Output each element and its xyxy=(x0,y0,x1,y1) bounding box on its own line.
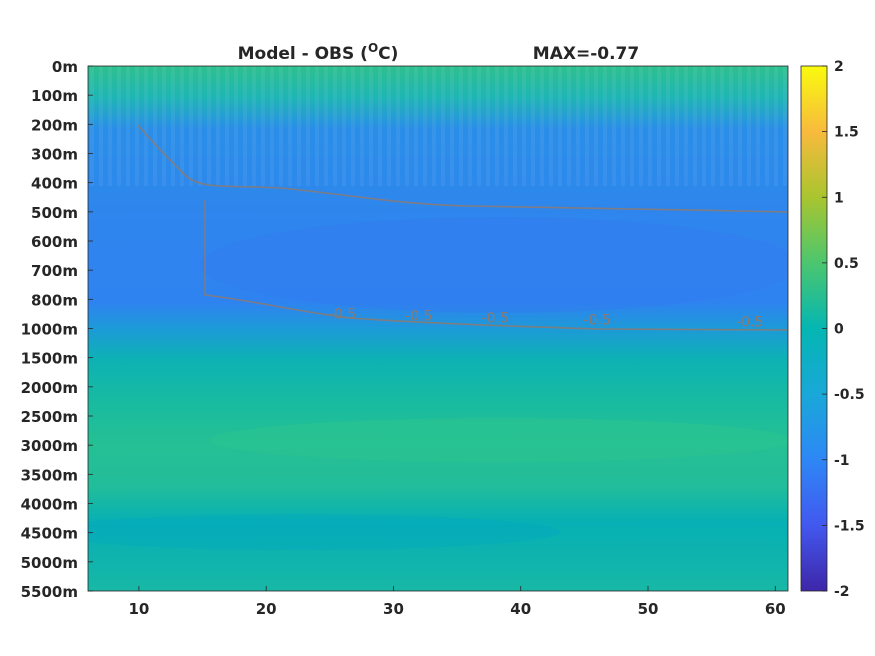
contour-label: -0.5 xyxy=(482,311,509,327)
contour-label: -0.5 xyxy=(405,309,432,325)
colorbar-ticks: 2 1.5 1 0.5 0 -0.5 -1 -1.5 -2 xyxy=(822,59,865,600)
contour-label: -0.5 xyxy=(736,315,763,331)
y-tick-label: 4000m xyxy=(21,496,78,514)
colorbar-tick-label: 0 xyxy=(834,322,844,338)
colorbar-tick-label: 1 xyxy=(834,190,844,206)
y-tick-label: 600m xyxy=(31,233,78,251)
x-tick-label: 10 xyxy=(128,600,149,618)
y-tick-label: 1000m xyxy=(21,321,78,339)
field-cool-patch xyxy=(88,514,560,550)
chart-title: Model - OBS (OC) xyxy=(238,41,399,64)
colorbar-tick-label: -1 xyxy=(834,453,850,469)
y-tick-label: 2500m xyxy=(21,408,78,426)
contour-label: -0.5 xyxy=(329,307,356,323)
y-tick-label: 5000m xyxy=(21,554,78,572)
contour-labels: -0.5 -0.5 -0.5 -0.5 -0.5 xyxy=(329,307,764,331)
y-tick-label: 100m xyxy=(31,87,78,105)
y-axis: 0m 100m 200m 300m 400m 500m 600m 700m 800m 1000m 1… xyxy=(21,58,93,601)
y-tick-label: 700m xyxy=(31,262,78,280)
x-tick-label: 30 xyxy=(383,600,404,618)
plot-area xyxy=(88,66,788,591)
y-tick-label: 2000m xyxy=(21,379,78,397)
y-tick-label: 200m xyxy=(31,116,78,134)
y-tick-label: 3500m xyxy=(21,466,78,484)
contour-line xyxy=(137,124,788,331)
x-tick-label: 40 xyxy=(510,600,531,618)
y-tick-label: 400m xyxy=(31,175,78,193)
y-tick-label: 5500m xyxy=(21,583,78,601)
colorbar-tick-label: -0.5 xyxy=(834,387,865,403)
y-tick-label: 4500m xyxy=(21,525,78,543)
contour-label: -0.5 xyxy=(583,313,610,329)
colorbar-tick-label: 2 xyxy=(834,59,844,75)
colorbar-tick-label: -1.5 xyxy=(834,518,865,534)
x-axis: 10 20 30 40 50 60 xyxy=(128,586,786,618)
colorbar-tick-label: 1.5 xyxy=(834,125,859,141)
field-core-patch xyxy=(200,217,788,313)
chart-subtitle: MAX=-0.77 xyxy=(533,44,639,64)
colorbar-tick-label: 0.5 xyxy=(834,256,859,272)
field-warm-patch xyxy=(210,418,788,462)
x-tick-label: 20 xyxy=(256,600,277,618)
x-tick-label: 50 xyxy=(638,600,659,618)
colorbar-tick-label: -2 xyxy=(834,584,850,600)
y-tick-label: 3000m xyxy=(21,437,78,455)
x-tick-label: 60 xyxy=(765,600,786,618)
y-tick-label: 800m xyxy=(31,291,78,309)
y-tick-label: 0m xyxy=(52,58,78,76)
y-tick-label: 300m xyxy=(31,146,78,164)
y-tick-label: 1500m xyxy=(21,350,78,368)
field-texture xyxy=(88,66,788,186)
y-tick-label: 500m xyxy=(31,204,78,222)
